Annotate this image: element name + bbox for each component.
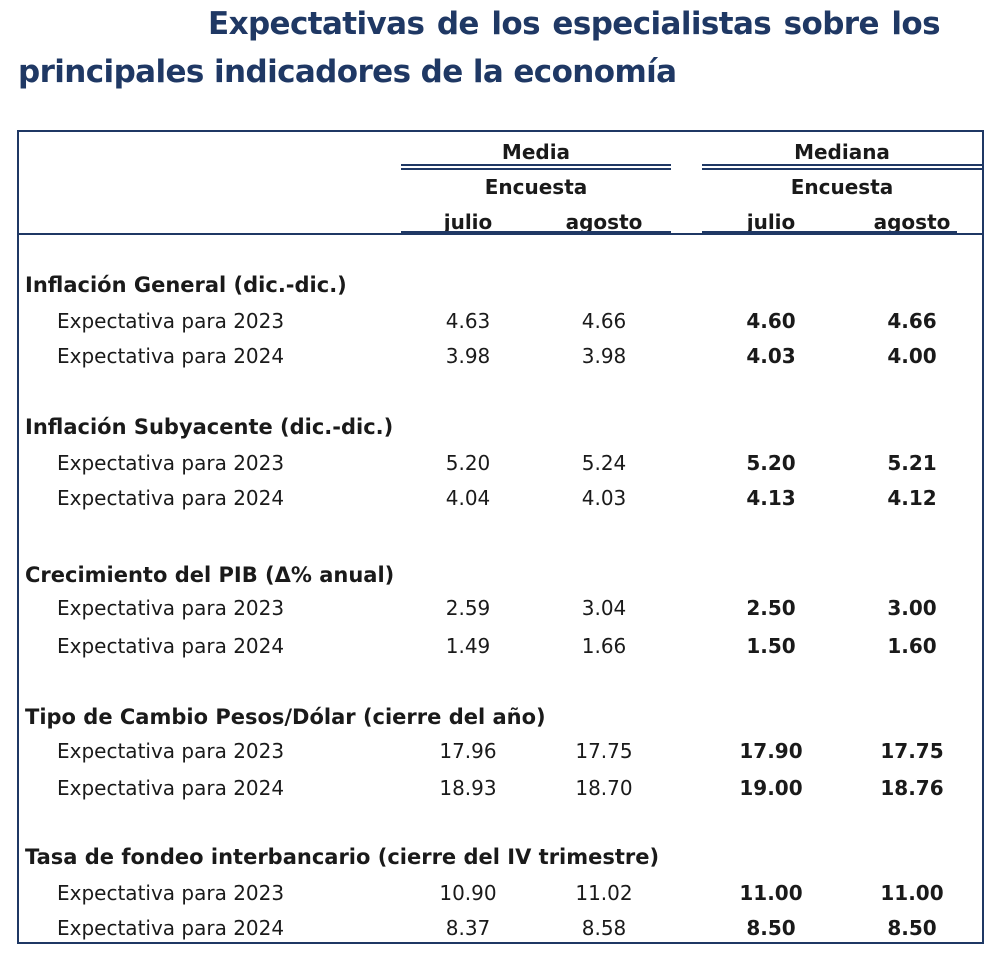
header-mediana-encuesta: Encuesta <box>790 175 894 199</box>
cell-mediana-julio: 2.50 <box>746 596 796 620</box>
cell-media-agosto: 17.75 <box>575 739 633 763</box>
row-label: Expectativa para 2024 <box>57 634 285 658</box>
cell-media-julio: 1.49 <box>445 634 491 658</box>
cell-mediana-julio: 11.00 <box>739 881 803 905</box>
section-title-inflacion-subyacente: Inflación Subyacente (dic.-dic.) <box>25 415 394 439</box>
expectations-table: Media Encuesta Mediana Encuesta julio ag… <box>17 130 984 944</box>
cell-media-agosto: 8.58 <box>581 916 627 940</box>
col-header-media-agosto: agosto <box>565 210 643 234</box>
row-label: Expectativa para 2023 <box>57 739 285 763</box>
col-header-mediana-agosto: agosto <box>873 210 951 234</box>
cell-media-julio: 18.93 <box>439 776 497 800</box>
row-label: Expectativa para 2023 <box>57 881 285 905</box>
cell-mediana-agosto: 5.21 <box>887 451 937 475</box>
section-title-tipo-de-cambio: Tipo de Cambio Pesos/Dólar (cierre del a… <box>25 705 546 729</box>
title-line-1: Expectativas de los especialistas sobre … <box>18 0 941 48</box>
cell-media-julio: 10.90 <box>439 881 497 905</box>
cell-media-agosto: 4.03 <box>581 486 627 510</box>
title-word: sobre <box>783 6 880 42</box>
header-media: Media <box>501 140 571 164</box>
cell-mediana-agosto: 18.76 <box>880 776 944 800</box>
section-title-inflacion-general: Inflación General (dic.-dic.) <box>25 273 347 297</box>
title-word: de <box>436 6 480 42</box>
cell-mediana-julio: 4.13 <box>746 486 796 510</box>
cell-media-julio: 3.98 <box>445 344 491 368</box>
cell-mediana-julio: 19.00 <box>739 776 803 800</box>
cell-mediana-agosto: 3.00 <box>887 596 937 620</box>
cell-media-julio: 4.63 <box>445 309 491 333</box>
row-label: Expectativa para 2024 <box>57 486 285 510</box>
row-label: Expectativa para 2023 <box>57 451 285 475</box>
row-label: Expectativa para 2024 <box>57 916 285 940</box>
header-media-rule <box>401 164 671 170</box>
cell-mediana-agosto: 8.50 <box>887 916 937 940</box>
cell-mediana-agosto: 4.00 <box>887 344 937 368</box>
title-word: los <box>491 6 540 42</box>
cell-mediana-agosto: 4.66 <box>887 309 937 333</box>
title-word: especialistas <box>552 6 772 42</box>
cell-media-agosto: 4.66 <box>581 309 627 333</box>
cell-media-agosto: 1.66 <box>581 634 627 658</box>
section-title-crecimiento-pib: Crecimiento del PIB (Δ% anual) <box>25 563 395 587</box>
header-mediana-underline <box>702 231 957 233</box>
cell-media-agosto: 3.04 <box>581 596 627 620</box>
header-media-encuesta: Encuesta <box>484 175 588 199</box>
cell-mediana-julio: 17.90 <box>739 739 803 763</box>
cell-media-julio: 4.04 <box>445 486 491 510</box>
header-mediana: Mediana <box>794 140 890 164</box>
cell-mediana-julio: 4.03 <box>746 344 796 368</box>
row-label: Expectativa para 2023 <box>57 596 285 620</box>
header-mediana-rule <box>702 164 982 170</box>
title-word: los <box>891 6 940 42</box>
cell-media-julio: 17.96 <box>439 739 497 763</box>
row-label: Expectativa para 2024 <box>57 344 285 368</box>
cell-mediana-agosto: 4.12 <box>887 486 937 510</box>
title-line-2: principales indicadores de la economía <box>18 54 677 90</box>
header-separator <box>19 233 982 235</box>
cell-mediana-agosto: 1.60 <box>887 634 937 658</box>
cell-mediana-julio: 4.60 <box>746 309 796 333</box>
cell-media-julio: 2.59 <box>445 596 491 620</box>
cell-media-agosto: 18.70 <box>575 776 633 800</box>
page-title: Expectativas de los especialistas sobre … <box>18 0 941 96</box>
section-title-tasa-de-fondeo: Tasa de fondeo interbancario (cierre del… <box>25 845 660 869</box>
cell-mediana-julio: 8.50 <box>746 916 796 940</box>
row-label: Expectativa para 2023 <box>57 309 285 333</box>
title-word: Expectativas <box>208 6 425 42</box>
cell-mediana-julio: 1.50 <box>746 634 796 658</box>
col-header-mediana-julio: julio <box>746 210 796 234</box>
cell-media-agosto: 3.98 <box>581 344 627 368</box>
cell-media-julio: 5.20 <box>445 451 491 475</box>
col-header-media-julio: julio <box>443 210 493 234</box>
cell-mediana-agosto: 17.75 <box>880 739 944 763</box>
cell-media-agosto: 11.02 <box>575 881 633 905</box>
cell-mediana-julio: 5.20 <box>746 451 796 475</box>
header-media-underline <box>401 231 671 233</box>
row-label: Expectativa para 2024 <box>57 776 285 800</box>
cell-media-agosto: 5.24 <box>581 451 627 475</box>
cell-media-julio: 8.37 <box>445 916 491 940</box>
cell-mediana-agosto: 11.00 <box>880 881 944 905</box>
